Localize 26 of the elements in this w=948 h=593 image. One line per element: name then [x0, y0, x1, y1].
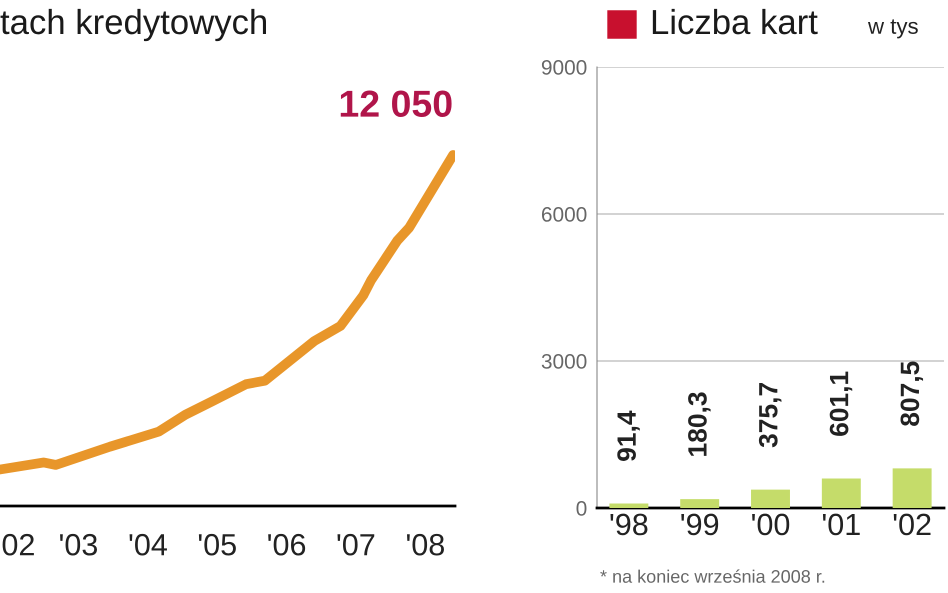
x-tick-label: '07 — [338, 534, 374, 556]
x-tick-label: '03 — [60, 534, 97, 556]
data-label: 180,3 — [688, 392, 711, 456]
data-label: 807,5 — [900, 361, 924, 426]
x-tick-label: '00 — [752, 514, 790, 536]
x-tick-label: '05 — [198, 534, 236, 556]
x-tick-label: '06 — [268, 534, 306, 556]
y-tick-label: 0 — [576, 501, 586, 516]
annotation: 12 050 — [340, 90, 452, 118]
x-tick-label: '01 — [822, 514, 860, 536]
data-label: 375,7 — [758, 383, 782, 448]
chart-title: tach kredytowych — [0, 8, 266, 42]
x-tick-label: '08 — [407, 534, 444, 556]
x-tick-label: '99 — [681, 514, 718, 536]
x-tick-label: '04 — [130, 534, 167, 556]
data-label: 91,4 — [617, 410, 640, 461]
chart-title: Liczba kart — [652, 8, 818, 34]
x-tick-label: 02 — [2, 534, 34, 556]
data-label: 601,1 — [830, 372, 852, 436]
y-tick-label: 3000 — [542, 354, 586, 369]
x-tick-label: '02 — [894, 514, 931, 536]
text: * na koniec września 2008 r. — [600, 569, 824, 583]
x-tick-label: '98 — [610, 514, 648, 536]
chart-subtitle: w tys — [868, 19, 918, 38]
y-tick-label: 6000 — [542, 207, 586, 222]
y-tick-label: 9000 — [542, 60, 586, 75]
